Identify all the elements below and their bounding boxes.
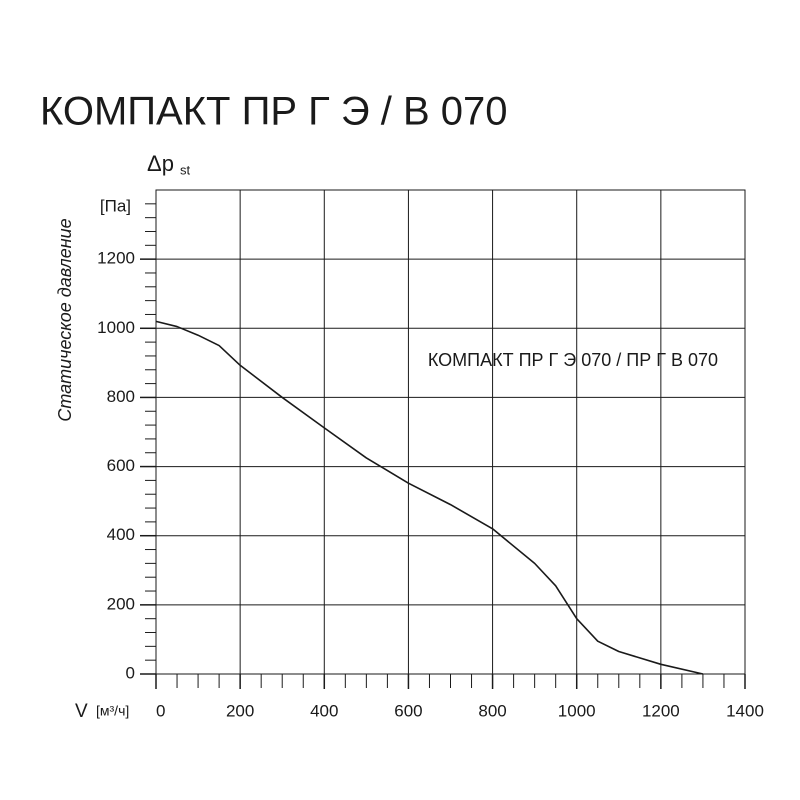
y-tick-label: 1000 [97, 318, 135, 337]
x-axis-label: V [75, 701, 88, 722]
x-tick-label: 1000 [558, 701, 596, 720]
y-tick-label: 400 [107, 525, 135, 544]
x-tick-label: 0 [156, 701, 165, 720]
x-tick-label: 600 [394, 701, 422, 720]
y-unit: [Па] [100, 196, 131, 215]
curve [155, 320, 704, 675]
y-axis-label: Статическое давление [55, 218, 75, 421]
chart-title: КОМПАКТ ПР Г Э / В 070 [40, 90, 508, 134]
x-tick-label: 800 [478, 701, 506, 720]
y-tick-label: 1200 [97, 249, 135, 268]
x-tick-label: 200 [226, 701, 254, 720]
annotation: КОМПАКТ ПР Г Э 070 / ПР Г В 070 [428, 350, 718, 370]
x-tick-label: 1400 [726, 701, 764, 720]
x-tick-label: 400 [310, 701, 338, 720]
x-tick-label: 1200 [642, 701, 680, 720]
y-tick-label: 800 [107, 387, 135, 406]
x-unit: [м³/ч] [96, 703, 129, 719]
y-tick-label: 0 [126, 663, 135, 682]
y-symbol-sub: st [180, 162, 191, 177]
y-tick-label: 200 [107, 594, 135, 613]
y-symbol: Δp [147, 151, 174, 176]
y-tick-label: 600 [107, 456, 135, 475]
plot-frame [155, 189, 746, 675]
